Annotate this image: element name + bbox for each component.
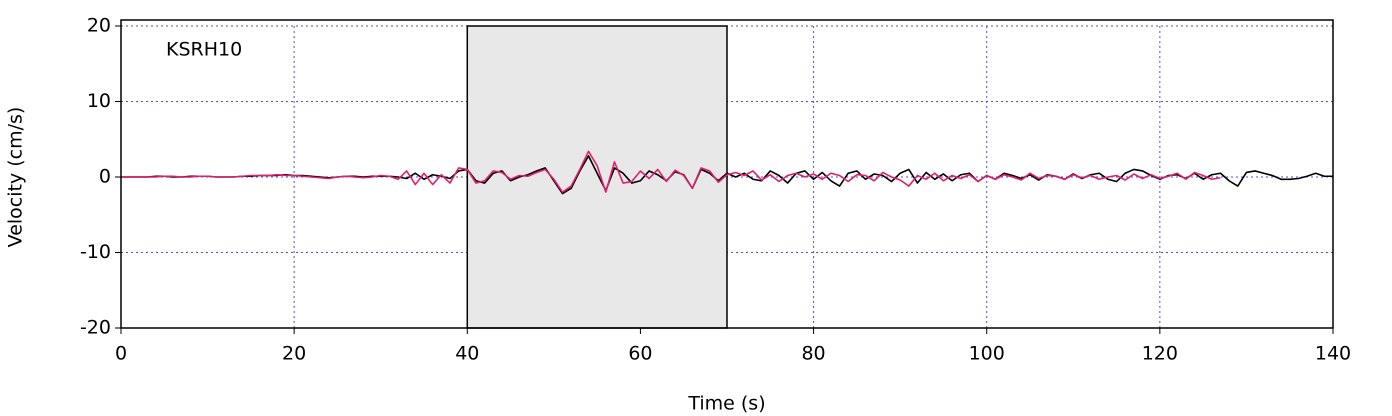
x-tick-label: 20 xyxy=(282,343,306,365)
highlight-window xyxy=(466,25,728,329)
x-tick-label: 100 xyxy=(969,343,1005,365)
x-tick-label: 140 xyxy=(1315,343,1351,365)
x-tick-label: 120 xyxy=(1142,343,1178,365)
annotation: KSRH10 xyxy=(166,39,242,61)
plot-frame xyxy=(120,19,1334,329)
x-tick-label: 0 xyxy=(115,343,127,365)
series-line xyxy=(121,150,1221,193)
x-axis-label: Time (s) xyxy=(687,393,765,415)
y-axis-label: Velocity (cm/s) xyxy=(5,107,27,248)
x-tick-label: 40 xyxy=(455,343,479,365)
y-tick-label: 10 xyxy=(87,90,111,112)
y-tick-label: 0 xyxy=(99,166,111,188)
y-tick-label: 20 xyxy=(87,15,111,37)
y-tick-label: -10 xyxy=(80,241,111,263)
x-tick-label: 80 xyxy=(801,343,825,365)
x-tick-label: 60 xyxy=(628,343,652,365)
y-tick-label: -20 xyxy=(80,317,111,339)
